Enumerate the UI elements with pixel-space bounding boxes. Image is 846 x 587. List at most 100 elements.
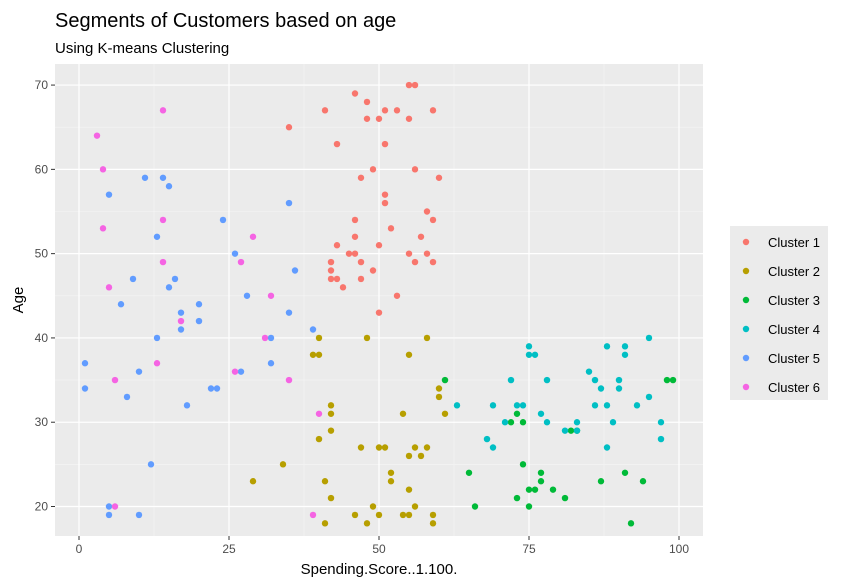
- data-point-cluster-6: [99, 225, 107, 232]
- data-point-cluster-5: [135, 368, 143, 375]
- data-point-cluster-1: [429, 107, 437, 114]
- data-point-cluster-4: [621, 343, 629, 350]
- legend-key-cluster-4: [742, 325, 750, 333]
- data-point-cluster-6: [159, 258, 167, 266]
- major-gridlines: [55, 64, 703, 536]
- data-point-cluster-5: [153, 334, 161, 342]
- data-point-cluster-1: [363, 115, 371, 122]
- data-point-cluster-5: [267, 334, 275, 342]
- data-point-cluster-1: [393, 107, 401, 114]
- data-point-cluster-4: [519, 402, 527, 409]
- legend-label-cluster-1: Cluster 1: [768, 235, 820, 250]
- data-point-cluster-4: [603, 444, 611, 451]
- data-point-cluster-1: [429, 258, 437, 266]
- data-point-cluster-5: [105, 503, 113, 510]
- data-point-cluster-4: [543, 376, 551, 384]
- data-point-cluster-4: [573, 427, 581, 434]
- data-point-cluster-2: [249, 478, 257, 485]
- data-point-cluster-5: [243, 292, 251, 299]
- data-point-cluster-1: [357, 258, 365, 266]
- data-point-cluster-2: [411, 503, 419, 510]
- x-axis: 0 25 50 75 100: [76, 536, 689, 556]
- data-point-cluster-4: [615, 376, 623, 384]
- data-point-cluster-1: [327, 258, 335, 266]
- data-point-cluster-6: [111, 503, 119, 510]
- x-axis-title: Spending.Score..1.100.: [301, 561, 458, 578]
- data-point-cluster-2: [327, 494, 335, 502]
- data-point-cluster-1: [375, 309, 383, 316]
- data-point-cluster-1: [351, 216, 359, 224]
- data-point-cluster-1: [351, 90, 359, 97]
- data-point-cluster-5: [81, 385, 89, 392]
- y-tick-label: 20: [35, 500, 49, 514]
- data-point-cluster-5: [195, 301, 203, 308]
- data-point-cluster-5: [177, 309, 185, 316]
- data-point-cluster-1: [381, 140, 389, 148]
- y-tick-label: 70: [35, 78, 49, 92]
- data-point-cluster-1: [381, 199, 389, 207]
- data-point-cluster-2: [405, 351, 413, 358]
- data-point-cluster-1: [333, 242, 341, 249]
- data-point-cluster-2: [327, 410, 335, 417]
- data-point-cluster-3: [561, 494, 569, 502]
- data-point-cluster-3: [597, 478, 605, 485]
- data-point-cluster-4: [501, 419, 509, 426]
- legend-key-cluster-3: [742, 296, 750, 304]
- y-tick-label: 60: [35, 162, 49, 176]
- data-point-cluster-2: [375, 511, 383, 519]
- data-point-cluster-3: [567, 427, 575, 434]
- data-point-cluster-4: [645, 393, 653, 401]
- data-point-cluster-3: [627, 520, 635, 527]
- data-point-cluster-1: [405, 250, 413, 257]
- data-point-cluster-1: [411, 166, 419, 173]
- legend-background: [730, 226, 828, 400]
- data-point-cluster-2: [351, 511, 359, 519]
- data-point-cluster-1: [285, 124, 293, 131]
- data-point-cluster-5: [153, 233, 161, 240]
- data-point-cluster-1: [327, 267, 335, 274]
- data-point-cluster-3: [537, 469, 545, 476]
- data-point-cluster-6: [285, 376, 293, 384]
- data-point-cluster-2: [429, 511, 437, 519]
- data-point-cluster-2: [363, 334, 371, 342]
- legend-key-cluster-2: [742, 267, 750, 275]
- data-point-cluster-3: [465, 469, 473, 476]
- data-point-cluster-6: [309, 511, 317, 519]
- data-point-cluster-4: [609, 419, 617, 426]
- y-axis: 20 30 40 50 60 70: [35, 78, 55, 514]
- data-point-cluster-2: [387, 469, 395, 476]
- data-point-cluster-3: [519, 461, 527, 468]
- data-point-cluster-2: [321, 478, 329, 485]
- legend-key-cluster-1: [742, 238, 750, 246]
- data-point-cluster-1: [405, 115, 413, 122]
- data-point-cluster-1: [357, 174, 365, 181]
- data-point-cluster-1: [351, 250, 359, 257]
- data-point-cluster-1: [435, 174, 443, 181]
- legend-key-cluster-5: [742, 354, 750, 362]
- data-point-cluster-1: [405, 81, 413, 89]
- data-point-cluster-6: [153, 360, 161, 367]
- data-point-cluster-4: [483, 435, 491, 443]
- data-point-cluster-2: [435, 385, 443, 392]
- data-point-cluster-6: [315, 410, 323, 417]
- legend-label-cluster-6: Cluster 6: [768, 380, 820, 395]
- data-point-cluster-2: [399, 410, 407, 417]
- data-point-cluster-3: [549, 486, 557, 493]
- data-point-cluster-1: [333, 275, 341, 283]
- data-point-cluster-6: [261, 334, 269, 342]
- data-point-cluster-6: [237, 258, 245, 266]
- data-point-cluster-1: [333, 140, 341, 148]
- data-point-cluster-4: [513, 402, 521, 409]
- data-point-cluster-3: [519, 419, 527, 426]
- data-point-cluster-5: [267, 360, 275, 367]
- data-point-cluster-1: [321, 107, 329, 114]
- data-point-cluster-3: [537, 478, 545, 485]
- data-point-cluster-3: [669, 376, 677, 384]
- data-point-cluster-1: [375, 242, 383, 249]
- data-point-cluster-2: [357, 444, 365, 451]
- data-point-cluster-5: [129, 275, 137, 283]
- data-point-cluster-2: [417, 452, 425, 460]
- data-point-cluster-3: [621, 469, 629, 476]
- data-point-cluster-4: [537, 410, 545, 417]
